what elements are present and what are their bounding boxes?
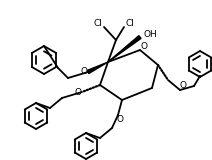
Text: O: O — [141, 41, 148, 51]
Polygon shape — [87, 62, 108, 74]
Text: Cl: Cl — [126, 19, 134, 28]
Text: O: O — [74, 88, 81, 96]
Text: Cl: Cl — [93, 19, 102, 28]
Text: O: O — [180, 80, 187, 89]
Text: O: O — [81, 67, 88, 76]
Text: OH: OH — [143, 29, 157, 39]
Text: O: O — [117, 115, 124, 124]
Polygon shape — [108, 36, 141, 62]
